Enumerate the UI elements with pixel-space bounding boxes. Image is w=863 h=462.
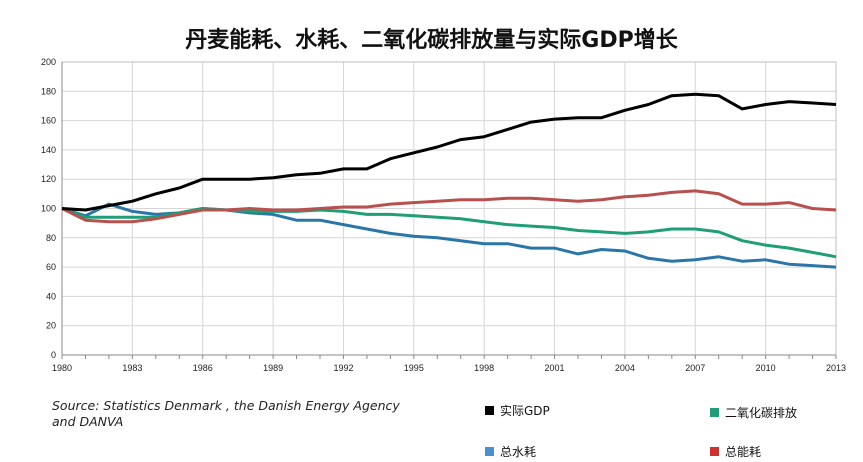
source-note: Source: Statistics Denmark , the Danish … [52, 398, 400, 429]
legend-label-gdp: 实际GDP [500, 404, 550, 418]
y-tick-label: 120 [41, 174, 56, 184]
x-tick-label: 1998 [474, 363, 494, 373]
gridlines [62, 61, 837, 355]
series-line-gdp [61, 92, 837, 212]
x-tick-label: 1989 [263, 363, 283, 373]
y-tick-label: 20 [46, 321, 56, 331]
x-tick-label: 2001 [545, 363, 565, 373]
x-tick-label: 1986 [193, 363, 213, 373]
x-tick-label: 2010 [756, 363, 776, 373]
x-tick-label: 2013 [826, 363, 846, 373]
y-tick-label: 80 [46, 233, 56, 243]
legend-swatch-gdp [485, 406, 494, 415]
x-tick-label: 2004 [615, 363, 635, 373]
x-tick-label: 1995 [404, 363, 424, 373]
y-tick-label: 60 [46, 262, 56, 272]
legend-label-energy: 总能耗 [725, 445, 762, 459]
y-tick-label: 40 [46, 291, 56, 301]
y-tick-label: 100 [41, 204, 56, 214]
legend-item-water: 总水耗 [485, 443, 536, 460]
legend-swatch-co2 [710, 408, 719, 417]
y-tick-label: 140 [41, 145, 56, 155]
legend-item-energy: 总能耗 [710, 443, 761, 460]
legend-label-co2: 二氧化碳排放 [725, 406, 798, 420]
x-tick-label: 2007 [685, 363, 705, 373]
legend-item-co2: 二氧化碳排放 [710, 404, 797, 421]
x-tick-label: 1992 [333, 363, 353, 373]
x-tick-label: 1983 [122, 363, 142, 373]
x-tick-label: 1980 [52, 363, 72, 373]
chart-title: 丹麦能耗、水耗、二氧化碳排放量与实际GDP增长 [185, 28, 678, 53]
legend-item-gdp: 实际GDP [485, 402, 550, 419]
legend-label-water: 总水耗 [500, 445, 537, 459]
y-tick-label: 160 [41, 116, 56, 126]
legend-swatch-energy [710, 447, 719, 456]
legend-swatch-water [485, 447, 494, 456]
y-tick-label: 0 [51, 350, 56, 360]
series-line-energy [61, 189, 837, 224]
series-lines [61, 92, 837, 269]
y-tick-label: 180 [41, 86, 56, 96]
y-tick-label: 200 [41, 57, 56, 67]
